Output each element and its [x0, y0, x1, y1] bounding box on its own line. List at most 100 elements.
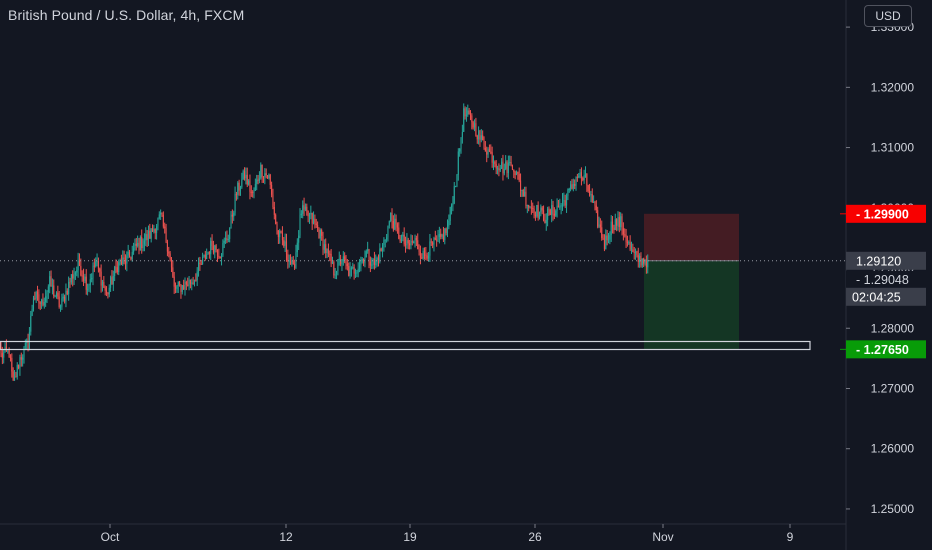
candle-body — [275, 214, 277, 224]
candle-body — [633, 252, 635, 254]
candle-body — [59, 306, 62, 308]
candle-body — [19, 357, 21, 369]
candle-body — [436, 239, 438, 241]
candle-body — [166, 241, 168, 252]
candle-body — [330, 253, 332, 264]
candle-body — [341, 261, 343, 265]
candle-body — [530, 207, 532, 209]
candle-body — [164, 226, 166, 229]
candle-body — [591, 194, 593, 203]
candle-body — [160, 212, 162, 215]
candle-body — [173, 276, 175, 287]
candle-body — [311, 213, 313, 224]
candle-body — [399, 238, 401, 242]
candle-body — [89, 279, 91, 286]
candle-body — [304, 206, 306, 210]
candle-body — [188, 279, 190, 286]
candle-body — [253, 190, 255, 193]
candle-body — [425, 254, 427, 256]
candle-body — [327, 248, 329, 254]
currency-button[interactable]: USD — [864, 5, 912, 27]
candle-body — [312, 218, 315, 224]
candle-body — [92, 265, 94, 279]
candle-body — [630, 249, 633, 251]
take-profit-price-label: - 1.27650 — [856, 343, 909, 357]
candle-body — [123, 257, 125, 259]
candle-body — [46, 291, 48, 297]
candle-body — [357, 268, 359, 273]
candle-body — [269, 174, 271, 185]
candle-body — [624, 234, 626, 236]
candle-body — [131, 251, 133, 260]
candle-body — [31, 309, 33, 316]
candle-body — [499, 168, 501, 171]
candle-body — [302, 205, 304, 214]
time-axis[interactable]: Oct 12 19 26 Nov 9 — [0, 523, 846, 544]
candle-body — [510, 162, 512, 165]
candle-body — [529, 207, 531, 209]
candle-body — [8, 350, 10, 358]
candle-body — [315, 223, 317, 226]
candle-body — [170, 259, 173, 268]
price-tick-label: 1.27000 — [871, 381, 915, 395]
take-profit-zone[interactable] — [644, 260, 739, 350]
candle-body — [601, 227, 603, 238]
candle-body — [498, 168, 500, 171]
candle-body — [235, 194, 237, 196]
candle-body — [62, 296, 64, 299]
candle-body — [260, 164, 262, 179]
stop-loss-zone[interactable] — [644, 213, 739, 261]
candle-body — [506, 161, 508, 174]
candle-body — [526, 205, 528, 207]
candle-body — [296, 242, 298, 253]
candle-body — [218, 255, 220, 257]
candle-body — [7, 350, 9, 352]
candle-body — [143, 240, 145, 245]
candle-body — [497, 168, 499, 170]
stop-loss-price-badge — [846, 204, 926, 223]
candle-body — [50, 276, 52, 287]
candle-body — [13, 376, 16, 381]
candle-body — [168, 251, 170, 254]
candle-body — [285, 241, 288, 255]
candle-body — [622, 228, 624, 235]
candle-body — [521, 189, 523, 191]
candle-body — [602, 237, 604, 240]
candle-body — [325, 244, 327, 254]
candle-body — [281, 233, 283, 241]
candle-body — [41, 299, 43, 304]
candle-body — [200, 263, 202, 265]
candle-body — [571, 184, 573, 189]
candle-body — [238, 182, 240, 191]
price-tick-label: 1.28000 — [871, 321, 915, 335]
candle-body — [514, 171, 516, 175]
candle-body — [438, 233, 440, 238]
candle-body — [184, 282, 186, 290]
candle-body — [130, 257, 132, 260]
candle-body — [515, 171, 518, 175]
candle-body — [149, 230, 151, 239]
candle-body — [1, 353, 3, 358]
candle-body — [525, 191, 527, 206]
candle-body — [183, 285, 185, 290]
candle-body — [243, 170, 246, 179]
candle-body — [157, 218, 159, 227]
candle-body — [227, 238, 229, 241]
candle-body — [215, 245, 217, 251]
candle-body — [495, 164, 497, 169]
candle-body — [199, 262, 201, 264]
candle-body — [449, 206, 451, 221]
support-zone-rectangle[interactable] — [0, 340, 811, 351]
candle-body — [479, 130, 481, 140]
candle-body — [502, 161, 504, 174]
candle-body — [204, 254, 206, 260]
candle-body — [607, 239, 610, 241]
candle-body — [467, 110, 469, 115]
price-tick-label: 1.25000 — [871, 502, 915, 516]
candle-body — [587, 185, 589, 192]
candle-body — [456, 174, 458, 187]
candle-body — [377, 257, 380, 262]
candle-body — [248, 180, 250, 185]
